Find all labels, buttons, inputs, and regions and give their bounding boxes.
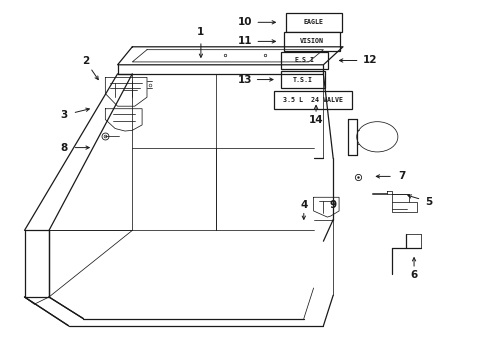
Text: 9: 9 [330,200,337,210]
Text: 1: 1 [197,27,204,37]
Text: 8: 8 [60,143,67,153]
FancyBboxPatch shape [273,91,352,109]
FancyBboxPatch shape [281,71,324,88]
Text: 12: 12 [363,55,377,66]
Text: E.S.I: E.S.I [295,58,315,63]
Text: 14: 14 [309,114,323,125]
Text: 7: 7 [398,171,406,181]
FancyBboxPatch shape [281,52,328,69]
Text: 2: 2 [82,56,89,66]
Text: 10: 10 [238,17,252,27]
Text: 3.5 L  24 VALVE: 3.5 L 24 VALVE [283,97,343,103]
Text: 5: 5 [425,197,432,207]
Text: 11: 11 [238,36,252,46]
Text: EAGLE: EAGLE [304,19,323,25]
Text: 6: 6 [411,270,417,280]
Text: 13: 13 [238,75,252,85]
Text: 4: 4 [300,200,308,210]
FancyBboxPatch shape [286,13,342,32]
Text: 3: 3 [60,110,67,120]
Text: VISION: VISION [300,39,323,44]
FancyBboxPatch shape [284,32,340,51]
Text: T.S.I: T.S.I [293,77,313,82]
